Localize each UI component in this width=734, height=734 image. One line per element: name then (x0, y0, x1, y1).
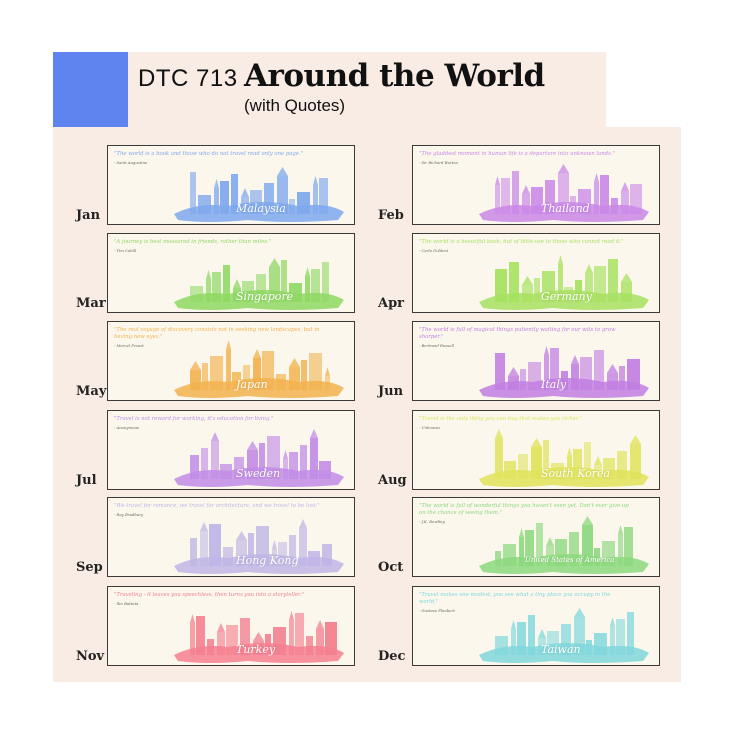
month-label-oct: Oct (378, 560, 404, 575)
quote-author: - Tim Cahill (114, 248, 137, 254)
quote-author: - Marcel Proust (114, 343, 144, 349)
quote-author: - Ibn Battuta (114, 601, 139, 607)
quote-text: "We travel for romance, we travel for ar… (114, 503, 324, 518)
quote-text: "The real voyage of discovery consists n… (114, 327, 324, 350)
quote-body: "The world is full of wonderful things y… (419, 503, 629, 517)
month-card-jun: "The world is full of magical things pat… (412, 321, 660, 401)
skyline-illustration (479, 164, 649, 222)
quote-author: - Unknown (419, 425, 440, 431)
month-label-sep: Sep (76, 560, 103, 575)
quote-body: "The gladdest moment in human life is a … (419, 151, 615, 157)
skyline-illustration (479, 429, 649, 487)
month-label-dec: Dec (378, 649, 406, 664)
city-name: South Korea (541, 467, 611, 480)
month-label-jan: Jan (76, 208, 101, 223)
quote-author: - Sir Richard Burton (419, 160, 458, 166)
quote-text: "Travel is not reward for working, it's … (114, 416, 324, 431)
quote-text: "Travel makes one modest, you see what a… (419, 592, 629, 615)
month-label-apr: Apr (378, 296, 405, 311)
month-card-feb: "The gladdest moment in human life is a … (412, 145, 660, 225)
quote-body: "We travel for romance, we travel for ar… (114, 503, 320, 509)
quote-body: "A journey is best measured in friends, … (114, 239, 272, 245)
city-name: Germany (541, 290, 592, 303)
city-name: Singapore (236, 290, 294, 303)
quote-text: "The gladdest moment in human life is a … (419, 151, 629, 166)
skyline-illustration (174, 429, 344, 487)
month-card-oct: "The world is full of wonderful things y… (412, 497, 660, 577)
skyline-illustration (174, 167, 344, 222)
month-card-dec: "Travel makes one modest, you see what a… (412, 586, 660, 666)
quote-author: - Saint Augustine (114, 160, 148, 166)
city-name: Taiwan (541, 643, 581, 656)
skyline-illustration (479, 255, 649, 310)
accent-block (53, 52, 128, 127)
quote-body: "The world is a beautiful book, but of l… (419, 239, 624, 245)
city-name: United States of America (525, 556, 615, 564)
header-corner-tab (606, 52, 681, 127)
skyline-illustration (174, 519, 344, 574)
quote-text: "Travel is the only thing you can buy th… (419, 416, 629, 431)
quote-text: "A journey is best measured in friends, … (114, 239, 324, 254)
quote-body: "The world is a book and those who do no… (114, 151, 304, 157)
month-card-jan: "The world is a book and those who do no… (107, 145, 355, 225)
month-card-sep: "We travel for romance, we travel for ar… (107, 497, 355, 577)
skyline-illustration (174, 258, 344, 310)
page-title: Around the World (244, 58, 545, 94)
quote-author: - Carlo Goldoni (419, 248, 449, 254)
month-card-may: "The real voyage of discovery consists n… (107, 321, 355, 401)
quote-author: - Bertrand Russell (419, 343, 454, 349)
skyline-illustration (174, 611, 344, 663)
city-name: Sweden (236, 467, 281, 480)
quote-author: - Gustave Flaubert (419, 608, 455, 614)
quote-body: "Travel makes one modest, you see what a… (419, 592, 611, 606)
month-card-apr: "The world is a beautiful book, but of l… (412, 233, 660, 313)
city-name: Malaysia (236, 202, 286, 215)
quote-body: "Travel is the only thing you can buy th… (419, 416, 582, 422)
month-label-jun: Jun (378, 384, 404, 399)
page-subtitle: (with Quotes) (244, 96, 346, 115)
month-card-nov: "Traveling - it leaves you speechless, t… (107, 586, 355, 666)
month-label-feb: Feb (378, 208, 404, 223)
quote-text: "The world is full of wonderful things y… (419, 503, 629, 526)
city-name: Hong Kong (236, 554, 299, 567)
quote-author: - J.K. Rowling (419, 519, 445, 525)
quote-text: "The world is a beautiful book, but of l… (419, 239, 629, 254)
course-code: DTC 713 (138, 65, 238, 92)
month-label-mar: Mar (76, 296, 106, 311)
city-name: Italy (541, 378, 567, 391)
quote-author: - Ray Bradbury (114, 512, 144, 518)
skyline-illustration (174, 340, 344, 398)
quote-text: "Traveling - it leaves you speechless, t… (114, 592, 324, 607)
quote-text: "The world is a book and those who do no… (114, 151, 324, 166)
month-label-nov: Nov (76, 649, 105, 664)
city-name: Japan (236, 378, 268, 391)
skyline-illustration (479, 516, 649, 574)
quote-body: "Travel is not reward for working, it's … (114, 416, 274, 422)
quote-text: "The world is full of magical things pat… (419, 327, 629, 350)
skyline-illustration (479, 346, 649, 398)
city-name: Thailand (541, 202, 590, 215)
month-card-mar: "A journey is best measured in friends, … (107, 233, 355, 313)
city-name: Turkey (236, 643, 276, 656)
quote-author: - Anonymous (114, 425, 139, 431)
month-label-may: May (76, 384, 107, 399)
month-label-aug: Aug (378, 473, 407, 488)
skyline-illustration (479, 608, 649, 663)
month-card-aug: "Travel is the only thing you can buy th… (412, 410, 660, 490)
quote-body: "The real voyage of discovery consists n… (114, 327, 320, 341)
quote-body: "The world is full of magical things pat… (419, 327, 616, 341)
quote-body: "Traveling - it leaves you speechless, t… (114, 592, 305, 598)
month-label-jul: Jul (76, 473, 97, 488)
month-card-jul: "Travel is not reward for working, it's … (107, 410, 355, 490)
